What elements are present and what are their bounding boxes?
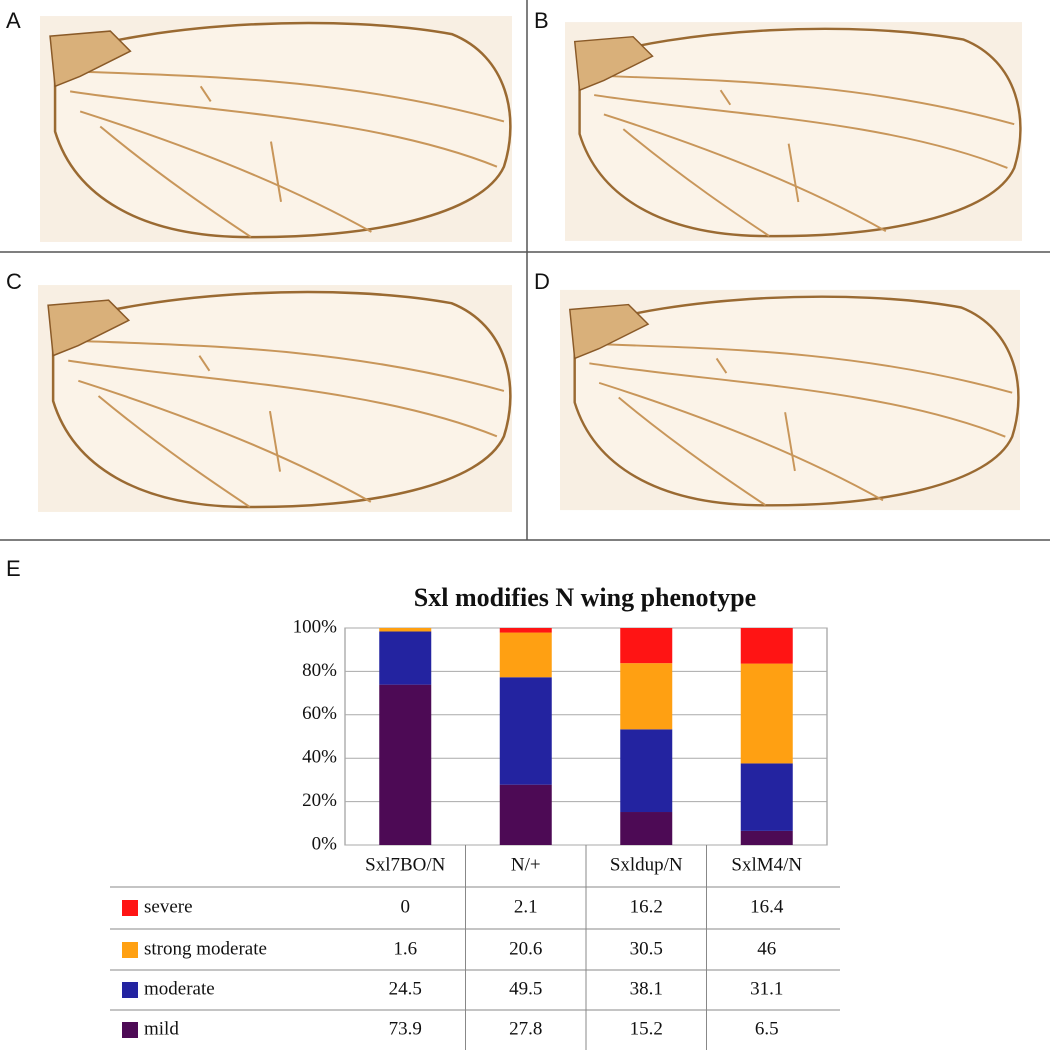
- bar-segment: [379, 628, 432, 632]
- bar-segment: [499, 632, 552, 678]
- wing-image: [40, 15, 512, 243]
- bar-segment: [499, 677, 552, 785]
- bar-segment: [620, 812, 673, 845]
- x-tick-label: Sxl7BO/N: [365, 854, 446, 875]
- y-tick-label: 60%: [302, 703, 337, 724]
- y-tick-label: 40%: [302, 747, 337, 768]
- bar-segment: [620, 628, 673, 664]
- y-tick-label: 100%: [293, 616, 338, 637]
- legend-swatch: [122, 1022, 138, 1038]
- table-value: 2.1: [514, 896, 538, 917]
- wing-image: [565, 20, 1022, 243]
- panel-label: A: [6, 8, 21, 33]
- bar-segment: [740, 663, 793, 764]
- panel-label: D: [534, 269, 550, 294]
- legend-label: strong moderate: [144, 938, 267, 959]
- wing-image: [38, 285, 512, 512]
- x-tick-label: SxlM4/N: [731, 854, 802, 875]
- legend-swatch: [122, 900, 138, 916]
- table-value: 31.1: [750, 978, 783, 999]
- bar-segment: [740, 763, 793, 831]
- table-value: 15.2: [630, 1018, 663, 1039]
- wing-image: [560, 288, 1020, 512]
- table-value: 1.6: [393, 938, 417, 959]
- bar-segment: [499, 628, 552, 633]
- table-value: 6.5: [755, 1018, 779, 1039]
- legend-swatch: [122, 982, 138, 998]
- table-value: 16.2: [630, 896, 663, 917]
- legend-label: mild: [144, 1018, 179, 1039]
- bar-segment: [499, 784, 552, 845]
- table-value: 46: [757, 938, 776, 959]
- legend-label: moderate: [144, 978, 215, 999]
- table-value: 20.6: [509, 938, 542, 959]
- legend-swatch: [122, 942, 138, 958]
- table-value: 38.1: [630, 978, 663, 999]
- bar-segment: [740, 628, 793, 664]
- x-tick-label: N/+: [511, 854, 541, 875]
- legend-label: severe: [144, 896, 193, 917]
- x-tick-label: Sxldup/N: [610, 854, 683, 875]
- y-tick-label: 0%: [312, 833, 338, 854]
- chart-title: Sxl modifies N wing phenotype: [414, 583, 756, 612]
- table-value: 30.5: [630, 938, 663, 959]
- table-value: 24.5: [389, 978, 422, 999]
- y-tick-label: 20%: [302, 790, 337, 811]
- table-value: 0: [401, 896, 411, 917]
- panel-label: E: [6, 556, 21, 581]
- bar-segment: [620, 663, 673, 730]
- table-value: 16.4: [750, 896, 784, 917]
- bar-segment: [740, 830, 793, 845]
- bar-segment: [379, 631, 432, 685]
- panel-label: B: [534, 8, 549, 33]
- panel-label: C: [6, 269, 22, 294]
- bar-segment: [379, 684, 432, 845]
- table-value: 27.8: [509, 1018, 542, 1039]
- table-value: 49.5: [509, 978, 542, 999]
- table-value: 73.9: [389, 1018, 422, 1039]
- y-tick-label: 80%: [302, 660, 337, 681]
- bar-segment: [620, 729, 673, 813]
